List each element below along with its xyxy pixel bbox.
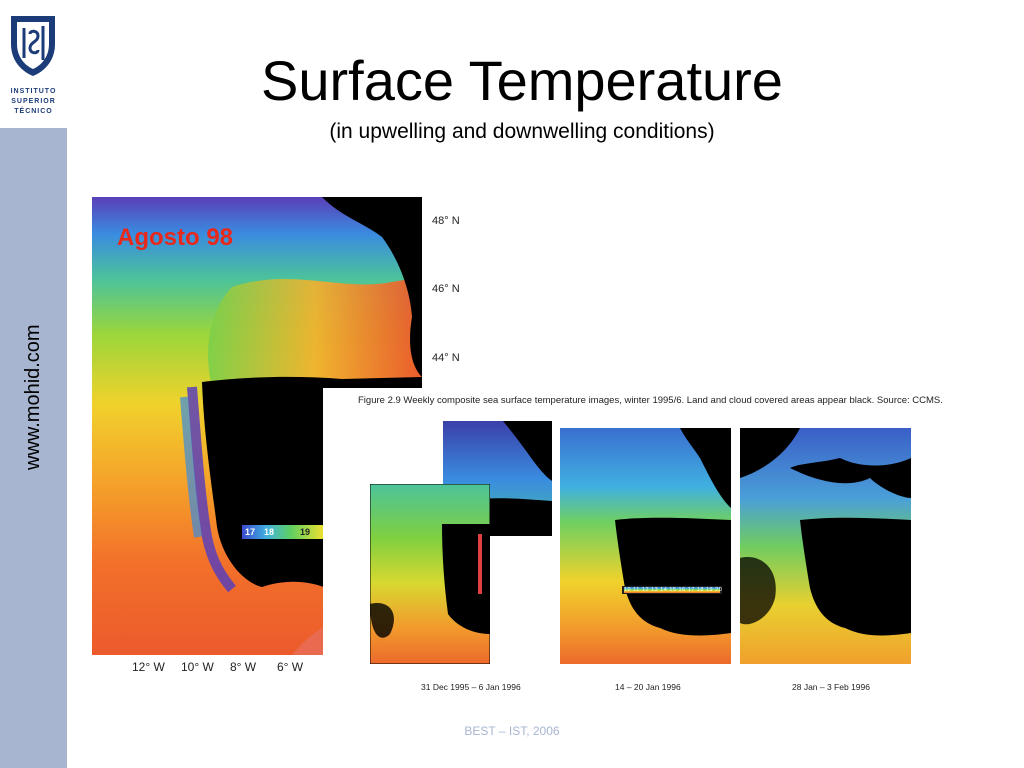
map-label-agosto: Agosto 98 (117, 224, 234, 251)
figure-caption: Figure 2.9 Weekly composite sea surface … (358, 395, 943, 406)
footer-credit: BEST – IST, 2006 (464, 724, 560, 738)
winter-scale-tick: 15 (669, 587, 677, 593)
logo-text-line-2: SUPERIOR (11, 98, 56, 105)
sidebar (0, 0, 67, 768)
website-url: www.mohid.com (22, 324, 44, 470)
lon-label-12w: 12° W (132, 660, 165, 674)
winter-map-1-bottom (370, 484, 490, 664)
panel-date-1: 31 Dec 1995 – 6 Jan 1996 (421, 682, 521, 692)
logo-text-line-1: INSTITUTO (10, 88, 57, 95)
panel-date-3: 28 Jan – 3 Feb 1996 (792, 682, 870, 692)
slide-title: Surface Temperature (261, 49, 783, 112)
shield-logo-icon (11, 16, 55, 76)
winter-scale-tick: 10 (624, 587, 632, 593)
winter-map-3 (740, 428, 911, 664)
winter-scale-tick: 13 (651, 587, 659, 593)
scale-tick-18: 18 (264, 527, 275, 537)
lon-label-8w: 8° W (230, 660, 257, 674)
winter-scale-tick: 18 (696, 587, 704, 593)
lat-label-44: 44° N (432, 352, 460, 364)
panel-date-2: 14 – 20 Jan 1996 (615, 682, 681, 692)
winter-scale-tick: 17 (687, 587, 695, 593)
winter-scale-tick: 14 (660, 587, 668, 593)
lon-label-6w: 6° W (277, 660, 304, 674)
winter-scale-tick: 11 (633, 587, 640, 593)
winter-scale-tick: 16 (678, 587, 686, 593)
institution-logo: INSTITUTO SUPERIOR TÉCNICO (0, 0, 67, 128)
winter-scale-ticks: 10 11 12 13 14 15 16 17 18 19 20 (624, 587, 722, 593)
slide-subtitle: (in upwelling and downwelling conditions… (329, 120, 715, 143)
lat-label-48: 48° N (432, 215, 460, 227)
lat-label-46: 46° N (432, 283, 460, 295)
winter-scale-tick: 19 (706, 587, 714, 593)
logo-text-line-3: TÉCNICO (14, 108, 53, 115)
lon-label-10w: 10° W (181, 660, 214, 674)
scale-tick-17: 17 (245, 527, 256, 537)
winter-scale-tick: 12 (641, 587, 650, 593)
winter-scale-tick: 20 (715, 587, 723, 593)
winter-map-2 (560, 428, 731, 664)
scale-tick-19: 19 (300, 527, 311, 537)
